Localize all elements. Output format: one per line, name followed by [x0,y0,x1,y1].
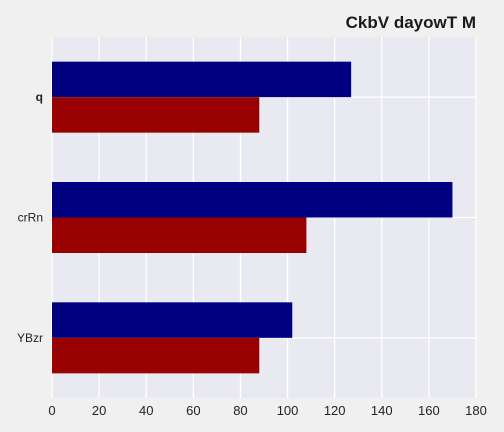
x-tick-label-2: 40 [139,403,153,418]
x-tick-label-5: 100 [277,403,299,418]
bar-crRn-series-2 [52,217,307,253]
bar-q-series-1 [52,61,352,98]
x-tick-label-4: 80 [233,403,247,418]
category-label-1: crRn [18,211,43,225]
x-tick-label-0: 0 [48,403,55,418]
category-label-0: q [36,90,43,104]
chart-title: CkbV dayowT M [346,13,476,32]
x-tick-label-9: 180 [465,403,487,418]
bar-YBzr-series-2 [52,337,260,374]
x-tick-label-8: 160 [418,403,440,418]
bar-crRn-series-1 [52,182,453,218]
x-tick-label-6: 120 [324,403,346,418]
category-label-2: YBzr [17,331,43,345]
x-tick-label-7: 140 [371,403,393,418]
plot-area: q crRn YBzr 0 20 40 60 80 100 120 140 160 180 [17,37,487,418]
bar-YBzr-series-1 [52,302,293,338]
bar-q-series-2 [52,97,260,133]
x-tick-label-3: 60 [186,403,200,418]
x-tick-label-1: 20 [92,403,106,418]
